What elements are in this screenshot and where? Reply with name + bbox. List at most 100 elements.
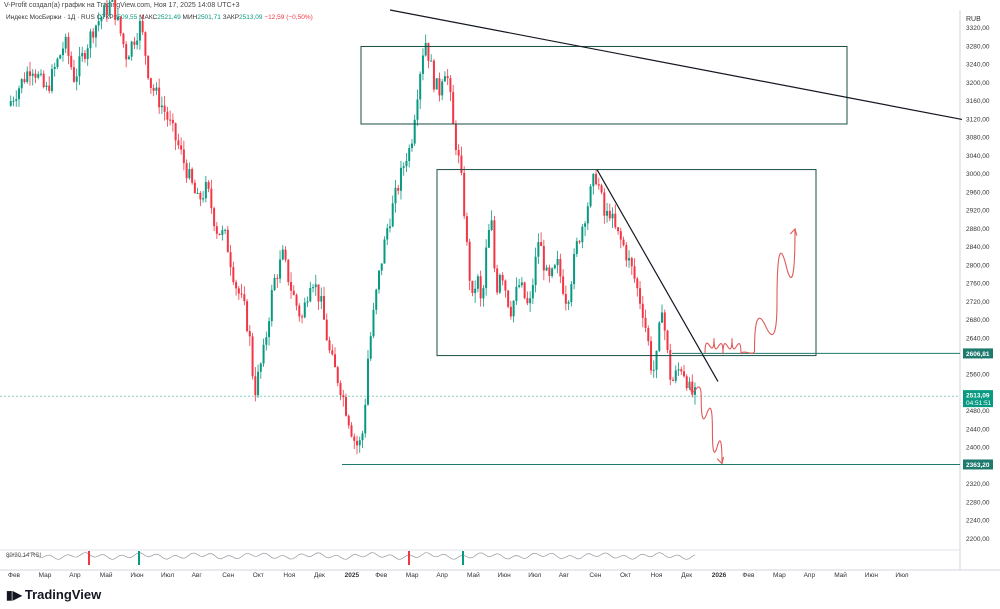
level-price-label: 2606,81 <box>966 351 990 358</box>
level-price-tag <box>963 348 993 359</box>
candle-body <box>235 282 238 289</box>
candle-body <box>636 278 639 289</box>
candle-body <box>617 227 620 232</box>
y-tick-label: 2840,00 <box>966 244 990 251</box>
candle-body <box>377 270 380 290</box>
candle-body <box>658 322 661 351</box>
tradingview-logo-icon: ▮▶ <box>6 588 22 602</box>
candle-body <box>155 87 158 91</box>
candle-body <box>9 101 12 106</box>
x-tick-label: Мар <box>39 572 52 579</box>
candle-body <box>265 337 268 345</box>
candle-body <box>221 230 224 235</box>
x-tick-label: 2025 <box>345 572 360 579</box>
candle-body <box>81 53 84 57</box>
candle-body <box>78 56 81 77</box>
candle-body <box>619 231 622 240</box>
candle-body <box>419 73 422 100</box>
candle-body <box>273 277 276 291</box>
rsi-line <box>7 552 696 560</box>
candle-body <box>12 100 15 102</box>
candle-body <box>116 16 119 20</box>
candle-body <box>578 241 581 243</box>
y-tick-label: 3040,00 <box>966 153 990 160</box>
candle-body <box>366 358 369 405</box>
currency-label: RUB <box>966 16 981 23</box>
candle-body <box>152 87 155 91</box>
low-value: 2501,71 <box>197 14 221 21</box>
candle-body <box>685 376 688 389</box>
candle-body <box>254 376 257 396</box>
arrow-head-icon <box>716 456 725 465</box>
candle-body <box>361 433 364 441</box>
candle-body <box>268 321 271 338</box>
candle-body <box>257 371 260 396</box>
candle-body <box>680 369 683 372</box>
x-tick-label: Фев <box>375 572 388 579</box>
candle-body <box>270 290 273 322</box>
y-tick-label: 3080,00 <box>966 135 990 142</box>
symbol-name[interactable]: Индекс МосБиржи · 1Д · RUS <box>6 14 95 21</box>
candle-body <box>309 288 312 302</box>
candle-body <box>232 267 235 283</box>
chart-attribution: V-Profit создал(а) график на TradingView… <box>4 2 240 9</box>
candle-body <box>177 140 180 146</box>
candle-body <box>628 258 631 261</box>
candle-body <box>248 331 251 337</box>
candle-body <box>31 73 34 76</box>
candle-body <box>457 150 460 156</box>
x-tick-label: Апр <box>804 572 816 579</box>
candle-body <box>372 309 375 337</box>
candle-body <box>149 78 152 88</box>
candle-body <box>364 404 367 434</box>
x-tick-label: Окт <box>253 572 264 579</box>
candle-body <box>17 88 20 100</box>
candle-body <box>581 226 584 243</box>
candle-body <box>312 287 315 289</box>
candle-body <box>350 425 353 437</box>
candle-body <box>537 242 540 257</box>
x-tick-label: Июл <box>528 572 541 579</box>
candle-body <box>59 55 62 59</box>
x-tick-label: Окт <box>620 572 631 579</box>
x-tick-label: Июл <box>895 572 908 579</box>
candle-body <box>259 363 262 372</box>
candle-body <box>421 55 424 74</box>
x-tick-label: Май <box>834 571 847 579</box>
change-value: −12,59 (−0,50%) <box>264 14 313 21</box>
brand-name: TradingView <box>24 587 102 602</box>
candle-body <box>295 294 298 306</box>
candle-body <box>42 73 45 88</box>
bearish-path <box>689 381 723 464</box>
candle-body <box>683 371 686 377</box>
candle-body <box>463 172 466 217</box>
candle-body <box>496 268 499 293</box>
candle-body <box>72 67 75 82</box>
candle-body <box>663 312 666 331</box>
candle-body <box>575 241 578 254</box>
range-box <box>436 169 817 357</box>
candle-body <box>380 263 383 271</box>
y-tick-label: 2680,00 <box>966 317 990 324</box>
candle-body <box>633 266 636 279</box>
candle-body <box>105 5 108 15</box>
x-tick-label: Дек <box>681 572 692 579</box>
candle-body <box>592 173 595 187</box>
candle-body <box>171 119 174 124</box>
y-tick-label: 2920,00 <box>966 208 990 215</box>
rsi-indicator-label: 80/20 14 RSI <box>6 553 42 559</box>
x-tick-label: Сен <box>589 572 601 579</box>
candle-body <box>507 290 510 307</box>
candle-body <box>666 330 669 351</box>
candle-body <box>358 440 361 446</box>
candle-body <box>306 301 309 303</box>
candle-body <box>397 187 400 191</box>
candle-body <box>438 78 441 96</box>
candle-body <box>641 303 644 318</box>
y-tick-label: 3320,00 <box>966 25 990 32</box>
open-value: 2509,55 <box>113 14 138 21</box>
rsi-signal-marker <box>462 551 464 565</box>
candle-body <box>589 186 592 207</box>
candle-body <box>520 282 523 286</box>
